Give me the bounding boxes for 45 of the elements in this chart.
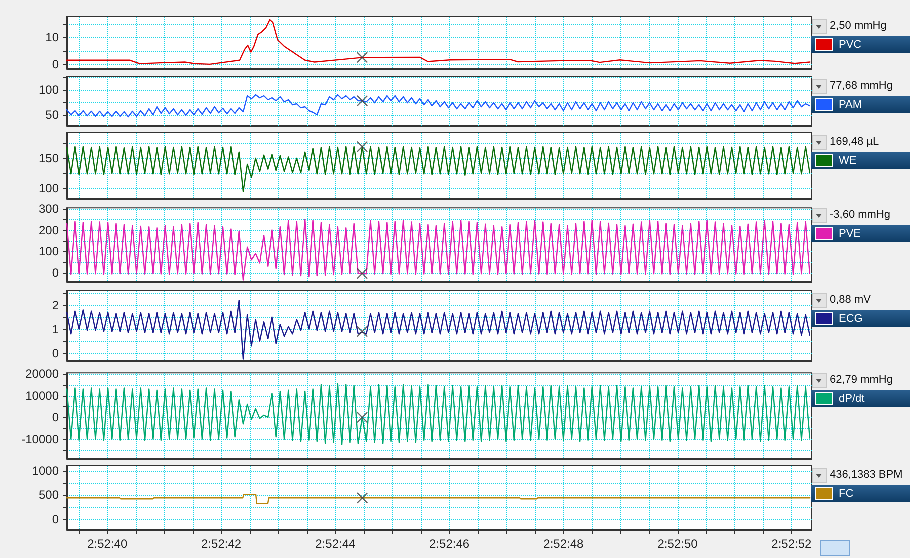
- legend-label: dP/dt: [839, 392, 865, 404]
- y-tick-label: 300: [38, 202, 60, 216]
- y-tick-label: 0: [52, 410, 60, 425]
- y-tick-label: 200: [38, 223, 60, 238]
- y-tick-label: 0: [52, 512, 60, 527]
- y-tick-label: 1000: [32, 464, 60, 478]
- y-tick-label: 20000: [26, 367, 60, 381]
- x-tick-label: 2:52:46: [430, 537, 470, 551]
- y-tick-label: 100: [38, 182, 60, 196]
- legend-label: FC: [839, 488, 854, 500]
- y-tick-label: 50: [46, 108, 60, 122]
- text: 2,50 mmHg: [830, 20, 887, 32]
- line-series: [66, 494, 811, 505]
- text: -3,60 mmHg: [830, 209, 891, 221]
- y-tick-label: 10000: [26, 388, 60, 403]
- x-tick-label: 2:52:52: [772, 537, 812, 551]
- y-tick-label: 0: [52, 57, 60, 72]
- legend-label: PVE: [839, 228, 862, 240]
- legend-label: ECG: [839, 312, 863, 324]
- text: 62,79 mmHg: [830, 374, 893, 386]
- y-tick-label: 10: [46, 30, 60, 44]
- x-tick-label: 2:52:48: [544, 537, 584, 551]
- legend-label: PVC: [839, 38, 862, 50]
- y-tick-label: 150: [38, 151, 60, 166]
- x-tick-label: 2:52:50: [658, 537, 698, 551]
- y-tick-label: 100: [38, 244, 60, 259]
- x-tick-label: 2:52:42: [202, 537, 242, 551]
- y-tick-label: 2: [52, 298, 60, 312]
- legend-label: WE: [839, 154, 857, 166]
- text: 0,88 mV: [830, 294, 871, 306]
- line-series: [66, 383, 811, 446]
- x-tick-label: 2:52:44: [316, 537, 356, 551]
- text: 77,68 mmHg: [830, 80, 893, 92]
- text: 169,48 µL: [830, 136, 880, 148]
- y-tick-label: 100: [38, 83, 60, 97]
- legend-label: PAM: [839, 98, 862, 110]
- line-series: [66, 19, 811, 66]
- y-tick-label: 0: [52, 266, 60, 280]
- text: 436,1383 BPM: [830, 469, 903, 481]
- y-tick-label: 1: [52, 322, 60, 336]
- line-series: [66, 94, 811, 118]
- y-tick-label: -10000: [22, 432, 60, 446]
- y-tick-label: 500: [38, 488, 60, 502]
- y-tick-label: 0: [52, 346, 60, 360]
- x-tick-label: 2:52:40: [88, 537, 128, 551]
